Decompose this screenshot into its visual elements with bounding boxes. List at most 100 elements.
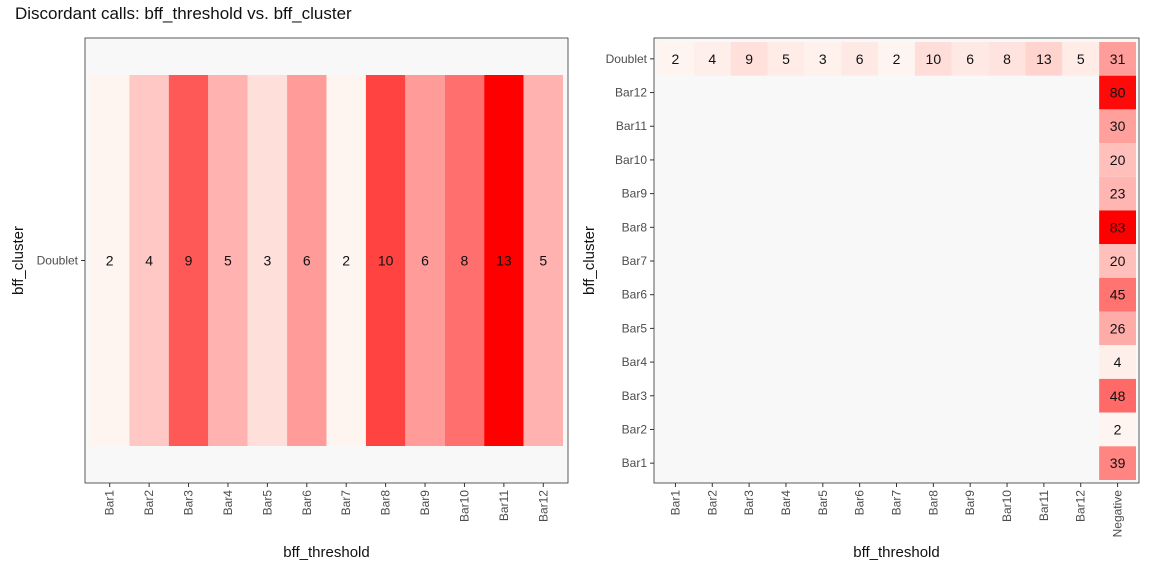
heatmap-tile xyxy=(247,75,288,446)
heatmap-tile xyxy=(405,75,445,446)
heatmap-tile xyxy=(878,42,915,76)
cell-value-label: 8 xyxy=(461,253,469,269)
heatmap-tile xyxy=(1099,446,1136,480)
cell-value-label: 2 xyxy=(1114,421,1122,437)
cell-value-label: 4 xyxy=(708,51,716,67)
cell-value-label: 6 xyxy=(303,253,311,269)
cell-value-label: 4 xyxy=(1114,354,1122,370)
cell-value-label: 20 xyxy=(1110,152,1126,168)
cell-value-label: 2 xyxy=(106,253,114,269)
cell-value-label: 39 xyxy=(1110,455,1126,471)
x-tick-label: Bar10 xyxy=(457,490,471,522)
y-tick-label: Bar8 xyxy=(622,220,648,234)
cell-value-label: 5 xyxy=(782,51,790,67)
x-tick-label: Bar9 xyxy=(963,490,977,516)
heatmap-tile xyxy=(1099,277,1136,312)
cell-value-label: 5 xyxy=(539,253,547,269)
heatmap-tile xyxy=(767,42,805,76)
heatmap-tile xyxy=(1099,345,1136,379)
cell-value-label: 48 xyxy=(1110,388,1126,404)
heatmap-tile xyxy=(804,42,842,76)
heatmap-tile xyxy=(168,75,209,446)
y-tick-label: Bar10 xyxy=(615,153,647,167)
y-tick-label: Bar6 xyxy=(622,288,648,302)
heatmap-panel-2: 2 4 9 5 3 6 2 10 6 8 13 5 31 80 30 20 23 83 20 45 26 4 48 2 39 Ba… xyxy=(581,37,1140,561)
x-tick-label: Bar7 xyxy=(339,490,353,516)
heatmap-tile xyxy=(841,42,879,76)
x-tick-label: Bar3 xyxy=(182,490,196,516)
y-tick-label: Bar11 xyxy=(616,119,647,133)
heatmap-tile xyxy=(1099,109,1136,144)
heatmap-tile xyxy=(523,75,563,446)
cell-value-label: 3 xyxy=(819,51,827,67)
cell-value-label: 26 xyxy=(1110,320,1126,336)
x-axis-title: bff_threshold xyxy=(853,544,939,561)
heatmap-tile xyxy=(1099,143,1136,177)
heatmap-tile xyxy=(1062,42,1100,76)
x-tick-label: Bar3 xyxy=(742,490,756,516)
x-tick-label: Bar2 xyxy=(705,490,719,516)
cell-value-label: 2 xyxy=(672,51,680,67)
cell-value-label: 10 xyxy=(378,253,394,269)
y-tick-label: Bar2 xyxy=(622,422,648,436)
heatmap-tile xyxy=(1099,210,1136,245)
x-tick-label: Bar2 xyxy=(142,490,156,516)
cell-value-label: 2 xyxy=(893,51,901,67)
cell-value-label: 6 xyxy=(856,51,864,67)
y-tick-label: Bar1 xyxy=(622,456,648,470)
heatmap-tile xyxy=(1099,412,1136,447)
heatmap-tile xyxy=(90,75,130,446)
heatmap-tile xyxy=(1099,244,1136,278)
cell-value-label: 6 xyxy=(421,253,429,269)
x-tick-label: Bar12 xyxy=(536,490,550,522)
heatmap-tile xyxy=(326,75,366,446)
heatmap-tile xyxy=(1099,75,1136,110)
cell-value-label: 31 xyxy=(1110,51,1126,67)
heatmap-tile xyxy=(730,42,768,76)
x-tick-label: Bar7 xyxy=(890,490,904,516)
x-tick-label: Bar12 xyxy=(1074,490,1088,522)
cell-value-label: 23 xyxy=(1110,186,1126,202)
cell-value-label: 83 xyxy=(1110,219,1126,235)
x-tick-label: Negative xyxy=(1111,490,1125,538)
heatmap-tile xyxy=(129,75,169,446)
heatmap-tile xyxy=(484,75,524,446)
x-tick-label: Bar5 xyxy=(816,490,830,516)
heatmap-tile xyxy=(914,42,952,76)
heatmap-tile xyxy=(365,75,406,446)
cell-value-label: 9 xyxy=(745,51,753,67)
y-tick-label: Bar4 xyxy=(622,355,648,369)
cell-value-label: 45 xyxy=(1110,287,1126,303)
heatmap-tile xyxy=(1099,311,1136,346)
y-tick-label: Doublet xyxy=(37,254,79,268)
cell-value-label: 5 xyxy=(1077,51,1085,67)
x-tick-label: Bar1 xyxy=(668,490,682,516)
cell-value-label: 13 xyxy=(1036,51,1052,67)
cell-value-label: 30 xyxy=(1110,118,1126,134)
cell-value-label: 9 xyxy=(185,253,193,269)
heatmap-tile xyxy=(287,75,327,446)
heatmap-tile xyxy=(657,42,694,76)
cell-value-label: 4 xyxy=(145,253,153,269)
y-tick-label: Bar3 xyxy=(622,389,648,403)
cell-value-label: 6 xyxy=(966,51,974,67)
cell-value-label: 80 xyxy=(1110,85,1126,101)
x-tick-label: Bar5 xyxy=(260,490,274,516)
y-tick-label: Doublet xyxy=(606,52,648,66)
y-axis-title: bff_cluster xyxy=(581,226,598,295)
x-tick-label: Bar8 xyxy=(379,490,393,516)
x-tick-label: Bar11 xyxy=(497,490,511,521)
cell-value-label: 10 xyxy=(926,51,942,67)
heatmap-tile xyxy=(208,75,248,446)
y-tick-label: Bar9 xyxy=(622,187,648,201)
cell-value-label: 20 xyxy=(1110,253,1126,269)
x-tick-label: Bar10 xyxy=(1000,490,1014,522)
heatmap-tile xyxy=(444,75,485,446)
cell-value-label: 3 xyxy=(263,253,271,269)
heatmap-tile xyxy=(1025,42,1063,76)
x-tick-label: Bar4 xyxy=(779,490,793,516)
heatmap-tile xyxy=(1099,378,1136,413)
cell-value-label: 13 xyxy=(496,253,512,269)
heatmap-tile xyxy=(1099,176,1136,211)
heatmap-tile xyxy=(1099,42,1136,76)
